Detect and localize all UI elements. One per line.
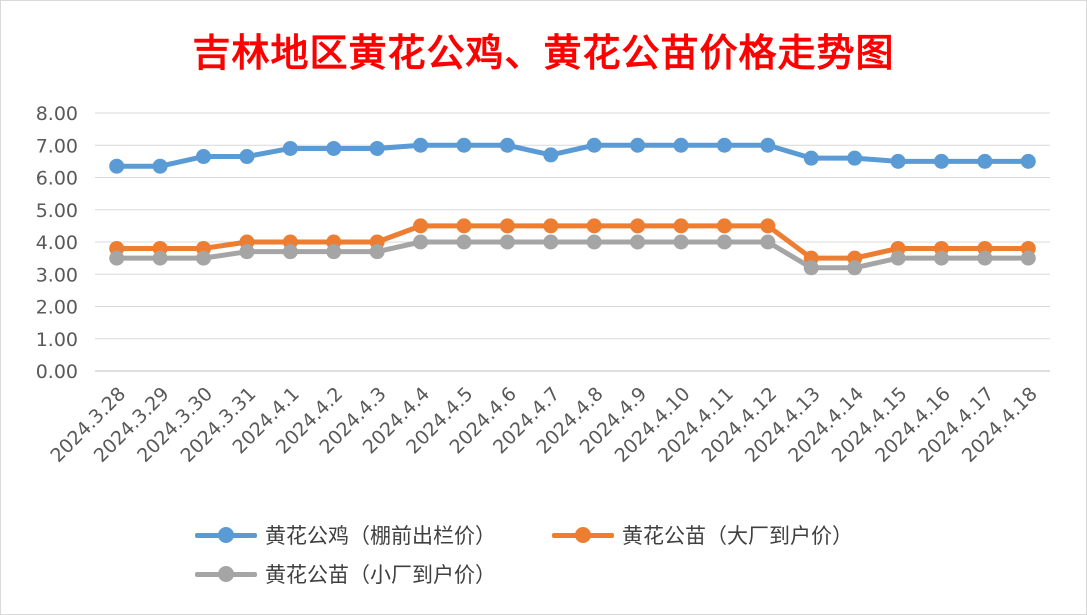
data-point[interactable]	[152, 158, 168, 174]
series-line-3	[114, 239, 1031, 271]
legend-label-series-3: 黄花公苗（小厂到户价）	[265, 563, 496, 587]
legend-swatch-series-3	[195, 566, 257, 582]
data-point[interactable]	[716, 137, 732, 153]
gridlines	[95, 112, 1050, 372]
data-point[interactable]	[109, 250, 125, 266]
y-tick-label: 2.00	[36, 297, 78, 319]
data-point[interactable]	[413, 137, 429, 153]
data-point[interactable]	[369, 244, 385, 260]
data-point[interactable]	[369, 140, 385, 156]
data-point[interactable]	[109, 158, 125, 174]
data-point[interactable]	[890, 153, 906, 169]
data-point[interactable]	[586, 137, 602, 153]
y-tick-label: 3.00	[36, 264, 78, 286]
series-line-2	[114, 223, 1031, 261]
data-point[interactable]	[673, 137, 689, 153]
data-point[interactable]	[630, 137, 646, 153]
legend-swatch-series-1	[195, 527, 257, 543]
y-axis-ticks: 0.00 1.00 2.00 3.00 4.00 5.00 6.00 7.00 8.00	[36, 103, 78, 383]
data-point[interactable]	[456, 137, 472, 153]
legend-item-series-3[interactable]: 黄花公苗（小厂到户价）	[195, 559, 496, 589]
data-point[interactable]	[803, 150, 819, 166]
series-lines	[109, 137, 1036, 276]
data-point[interactable]	[239, 149, 255, 165]
data-point[interactable]	[543, 218, 559, 234]
data-point[interactable]	[673, 234, 689, 250]
x-axis-ticks: 2024.3.282024.3.292024.3.302024.3.312024…	[46, 383, 1042, 467]
y-tick-label: 5.00	[36, 200, 78, 222]
data-point[interactable]	[499, 137, 515, 153]
legend-label-series-2: 黄花公苗（大厂到户价）	[622, 524, 853, 548]
data-point[interactable]	[760, 137, 776, 153]
y-tick-label: 1.00	[36, 329, 78, 351]
data-point[interactable]	[1020, 153, 1036, 169]
data-point[interactable]	[760, 234, 776, 250]
data-point[interactable]	[196, 250, 212, 266]
data-point[interactable]	[413, 218, 429, 234]
data-point[interactable]	[152, 250, 168, 266]
data-point[interactable]	[326, 140, 342, 156]
y-tick-label: 4.00	[36, 232, 78, 254]
data-point[interactable]	[847, 260, 863, 276]
series-3	[109, 234, 1036, 276]
data-point[interactable]	[196, 149, 212, 165]
data-point[interactable]	[977, 250, 993, 266]
legend-swatch-series-2	[552, 527, 614, 543]
data-point[interactable]	[803, 260, 819, 276]
data-point[interactable]	[673, 218, 689, 234]
data-point[interactable]	[847, 150, 863, 166]
data-point[interactable]	[890, 250, 906, 266]
data-point[interactable]	[282, 244, 298, 260]
series-line-1	[114, 142, 1031, 169]
y-tick-label: 7.00	[36, 135, 78, 157]
data-point[interactable]	[499, 218, 515, 234]
data-point[interactable]	[933, 153, 949, 169]
legend-item-series-1[interactable]: 黄花公鸡（棚前出栏价）	[195, 520, 496, 550]
y-tick-label: 8.00	[36, 103, 78, 125]
data-point[interactable]	[977, 153, 993, 169]
data-point[interactable]	[760, 218, 776, 234]
data-point[interactable]	[630, 234, 646, 250]
data-point[interactable]	[630, 218, 646, 234]
legend-item-series-2[interactable]: 黄花公苗（大厂到户价）	[552, 520, 853, 550]
data-point[interactable]	[586, 234, 602, 250]
data-point[interactable]	[456, 234, 472, 250]
data-point[interactable]	[239, 244, 255, 260]
data-point[interactable]	[282, 140, 298, 156]
data-point[interactable]	[933, 250, 949, 266]
data-point[interactable]	[1020, 250, 1036, 266]
y-tick-label: 6.00	[36, 168, 78, 190]
data-point[interactable]	[456, 218, 472, 234]
series-1	[109, 137, 1036, 174]
data-point[interactable]	[586, 218, 602, 234]
legend-label-series-1: 黄花公鸡（棚前出栏价）	[265, 524, 496, 548]
y-tick-label: 0.00	[36, 361, 78, 383]
data-point[interactable]	[543, 147, 559, 163]
data-point[interactable]	[499, 234, 515, 250]
data-point[interactable]	[543, 234, 559, 250]
data-point[interactable]	[413, 234, 429, 250]
data-point[interactable]	[716, 218, 732, 234]
data-point[interactable]	[326, 244, 342, 260]
chart-title: 吉林地区黄花公鸡、黄花公苗价格走势图	[192, 30, 895, 75]
data-point[interactable]	[716, 234, 732, 250]
